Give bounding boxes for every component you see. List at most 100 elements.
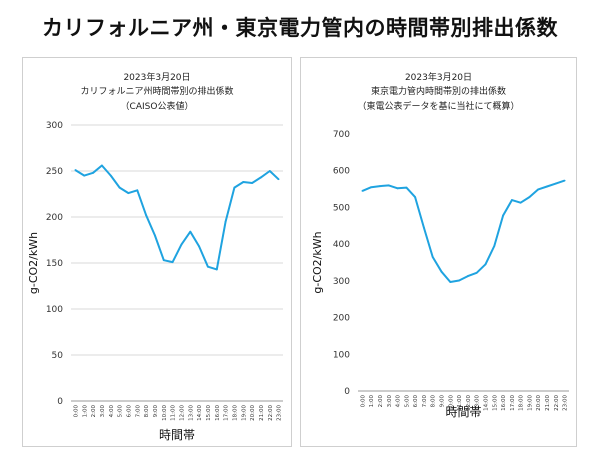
x-tick-label: 6:00 [126, 405, 132, 418]
x-tick-label: 6:00 [413, 395, 419, 408]
x-tick-label: 14:00 [483, 395, 489, 411]
data-point [440, 270, 443, 273]
y-tick-label: 0 [344, 387, 350, 397]
y-axis-label: g-CO2/kWh [27, 232, 40, 294]
y-tick-label: 300 [46, 121, 63, 131]
y-tick-label: 300 [333, 277, 350, 287]
data-point [554, 182, 557, 185]
data-point [207, 265, 209, 268]
chart-panel-california: 2023年3月20日 カリフォルニア州時間帯別の排出係数 （CAISO公表値） … [22, 57, 292, 447]
data-point [537, 188, 540, 191]
data-point [387, 184, 390, 187]
data-point [109, 174, 112, 177]
data-point [475, 271, 478, 274]
x-tick-label: 4:00 [109, 405, 115, 418]
data-point [145, 214, 147, 217]
data-point [101, 164, 103, 167]
data-point [154, 234, 156, 237]
x-tick-label: 15:00 [206, 405, 212, 421]
x-tick-label: 23:00 [563, 395, 569, 411]
x-tick-label: 20:00 [536, 395, 542, 411]
data-point [277, 178, 280, 181]
chart-subtitle: （CAISO公表値） [120, 102, 194, 112]
line-chart-tokyo: 0 100 200 300 400 500 600 700 0:00 1:00 2:00 3:00 4:… [311, 130, 569, 419]
data-point [519, 201, 522, 204]
data-point [370, 186, 373, 189]
x-tick-label: 18:00 [232, 405, 238, 421]
chart-title: 東京電力管内時間帯別の排出係数 [370, 87, 506, 97]
chart-date: 2023年3月20日 [404, 73, 473, 83]
x-axis-label: 時間帯 [159, 428, 195, 442]
x-tick-label: 22:00 [268, 405, 274, 421]
x-tick-label: 12:00 [179, 405, 185, 421]
page-title: カリフォルニア州・東京電力管内の時間帯別排出係数 [42, 16, 558, 40]
y-tick-label: 400 [333, 240, 350, 250]
x-tick-label: 2:00 [91, 405, 97, 418]
data-point [458, 279, 461, 282]
x-tick-label: 21:00 [545, 395, 551, 411]
chart-panel-tokyo: 2023年3月20日 東京電力管内時間帯別の排出係数 （東電公表データを基に当社… [300, 57, 577, 447]
x-tick-label: 22:00 [554, 395, 560, 411]
data-point [83, 174, 86, 177]
y-tick-label: 200 [46, 213, 63, 223]
data-point [423, 226, 425, 229]
data-point [405, 186, 408, 189]
x-tick-label: 13:00 [475, 395, 481, 411]
x-tick-label: 15:00 [492, 395, 498, 411]
data-point [171, 261, 174, 263]
x-tick-label: 23:00 [277, 405, 283, 421]
x-tick-label: 0:00 [360, 395, 366, 408]
data-point [493, 245, 496, 247]
x-tick-label: 21:00 [259, 405, 265, 421]
x-tick-label: 10:00 [448, 395, 454, 411]
x-tick-label: 3:00 [100, 405, 106, 418]
x-tick-label: 17:00 [510, 395, 516, 411]
series-line [362, 179, 565, 283]
data-point [162, 259, 165, 262]
x-tick-label: 10:00 [162, 405, 168, 421]
series-line [74, 164, 280, 271]
x-tick-label: 0:00 [73, 405, 79, 418]
x-tick-label: 20:00 [250, 405, 256, 421]
data-point [224, 220, 227, 223]
data-point [74, 169, 77, 171]
data-point [361, 190, 364, 192]
data-point [127, 192, 130, 194]
data-point [510, 199, 513, 201]
y-tick-label: 0 [57, 397, 63, 407]
chart-title: カリフォルニア州時間帯別の排出係数 [80, 87, 234, 97]
data-point [396, 187, 399, 190]
data-point [189, 230, 192, 233]
data-point [260, 176, 262, 179]
x-tick-label: 8:00 [431, 395, 437, 408]
x-tick-label: 1:00 [369, 395, 375, 408]
data-point [431, 256, 434, 258]
x-tick-label: 5:00 [404, 395, 410, 408]
y-tick-label: 50 [52, 351, 64, 361]
y-tick-label: 250 [46, 167, 63, 177]
y-tick-label: 100 [333, 350, 350, 360]
x-tick-label: 13:00 [188, 405, 194, 421]
x-tick-label: 9:00 [153, 405, 159, 418]
x-tick-label: 11:00 [457, 395, 463, 411]
data-point [136, 189, 139, 192]
y-tick-label: 150 [46, 259, 63, 269]
x-tick-label: 16:00 [215, 405, 221, 421]
x-tick-label: 4:00 [396, 395, 402, 408]
x-tick-label: 11:00 [171, 405, 177, 421]
x-tick-label: 12:00 [466, 395, 472, 411]
data-point [466, 275, 469, 277]
data-point [563, 179, 566, 182]
data-point [268, 170, 271, 172]
data-point [92, 171, 94, 174]
x-tick-label: 7:00 [422, 395, 428, 408]
data-point [449, 281, 452, 283]
x-tick-label: 19:00 [527, 395, 533, 411]
x-tick-label: 2:00 [378, 395, 384, 408]
x-tick-label: 9:00 [440, 395, 446, 408]
y-axis-label: g-CO2/kWh [311, 231, 324, 293]
x-tick-label: 14:00 [197, 405, 203, 421]
data-point [251, 182, 253, 184]
x-tick-label: 18:00 [519, 395, 525, 411]
line-chart-california: 0 50 100 150 200 250 300 0:00 1:00 2:00 3:00 4:00 5:… [27, 121, 283, 442]
